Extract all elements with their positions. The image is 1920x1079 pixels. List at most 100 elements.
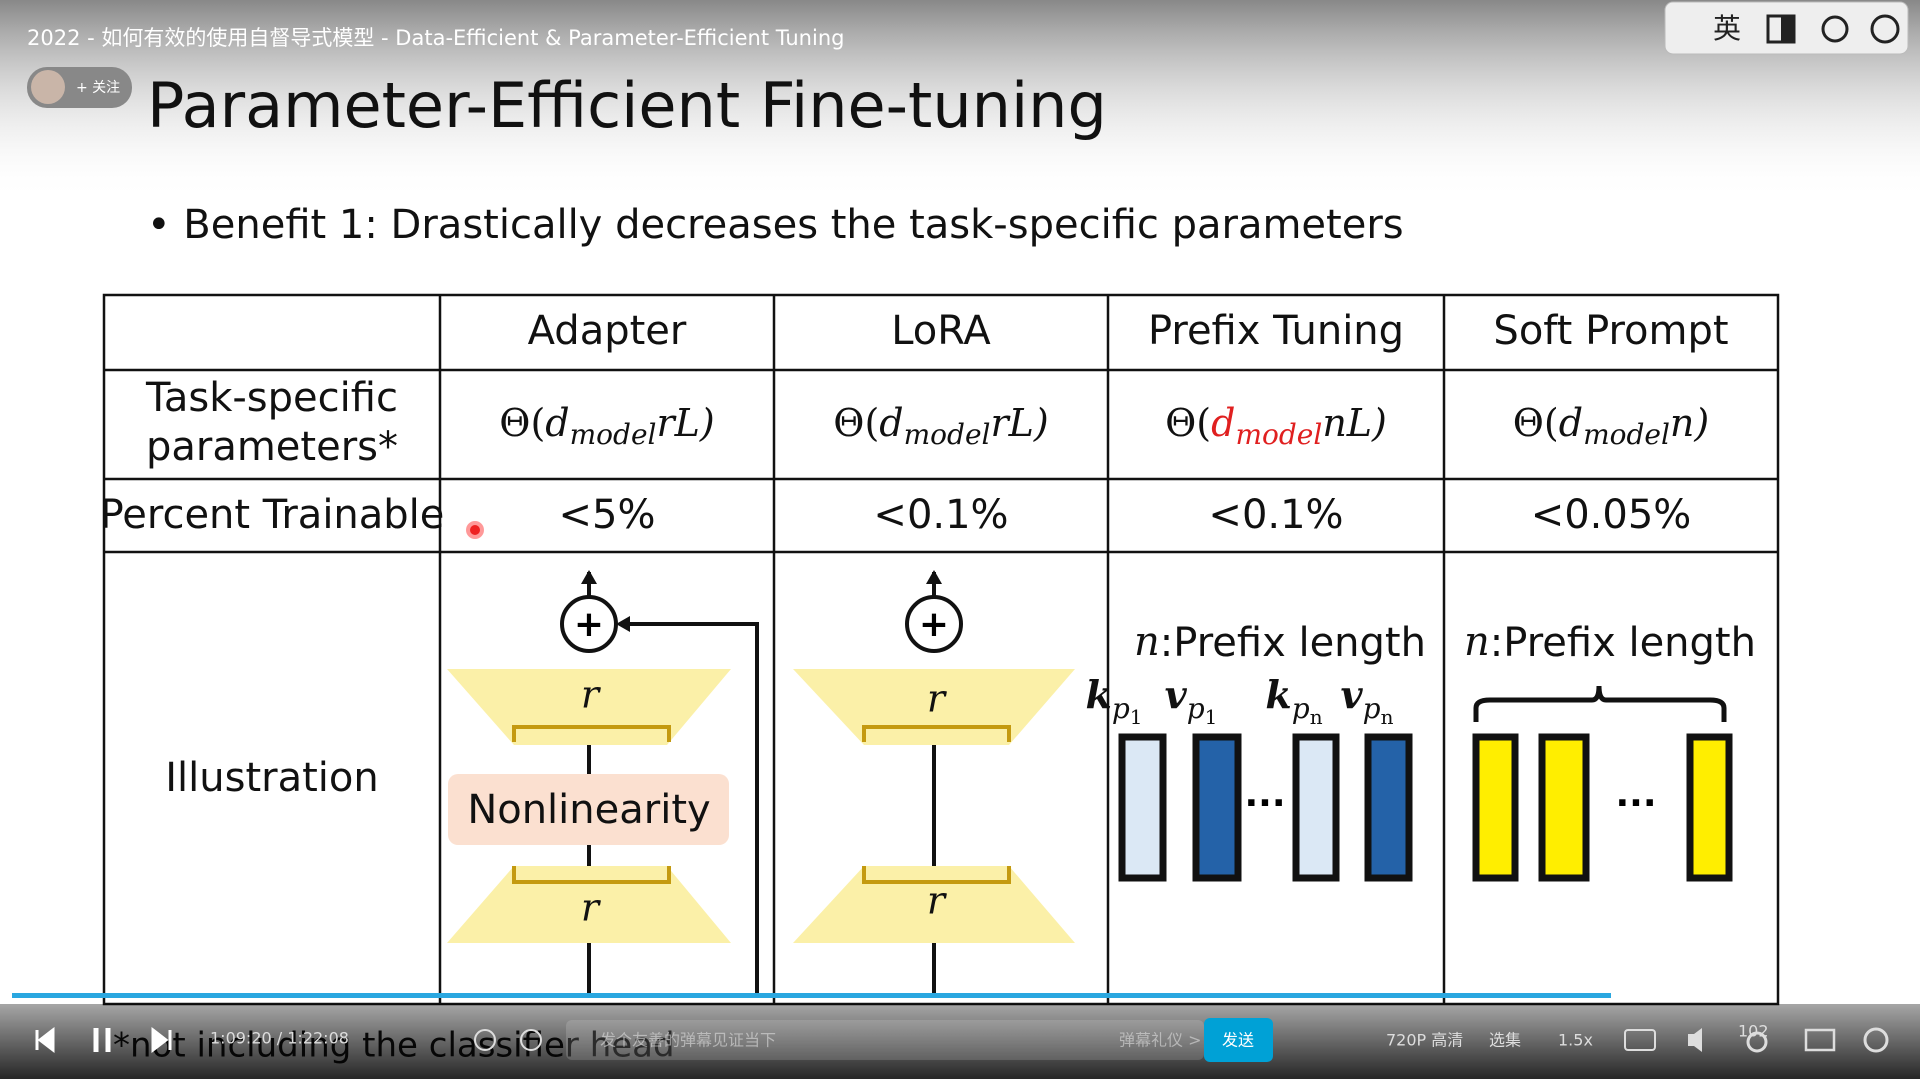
- slide-title: Parameter-Efficient Fine-tuning: [147, 69, 1107, 142]
- percent-trainable: <0.1%: [1208, 492, 1343, 538]
- danmaku-settings[interactable]: [520, 1029, 542, 1051]
- ellipsis: ...: [1615, 774, 1656, 815]
- param-formula: Θ(dmodelrL): [833, 401, 1048, 451]
- kv-idx: 1: [1130, 705, 1143, 729]
- danmaku-toggle[interactable]: [474, 1029, 496, 1051]
- kv-sym: v: [1341, 672, 1364, 717]
- danmaku-input[interactable]: [566, 1020, 1204, 1060]
- prefix-length: n:Prefix length: [1464, 619, 1756, 666]
- formula-part: nL): [1322, 401, 1387, 445]
- kv-label: kpn: [1265, 672, 1322, 729]
- episodes[interactable]: 选集: [1489, 1031, 1521, 1050]
- bullet: • Benefit 1: Drastically decreases the t…: [147, 202, 1404, 248]
- toolbar-icon[interactable]: [1821, 15, 1849, 43]
- formula-part: Θ(: [499, 401, 545, 445]
- prefix-length: n:Prefix length: [1134, 619, 1426, 666]
- column-header: Prefix Tuning: [1148, 308, 1404, 354]
- progress[interactable]: [12, 993, 1611, 998]
- kv-idx: n: [1310, 705, 1323, 729]
- rank-label: r: [581, 673, 602, 717]
- follow[interactable]: + 关注: [76, 80, 120, 96]
- kv-idx: 1: [1205, 705, 1218, 729]
- kv-label: vp1: [1165, 672, 1218, 729]
- send[interactable]: 发送: [1222, 1031, 1254, 1050]
- kv-label: vpn: [1341, 672, 1394, 729]
- row-label: Task-specific: [145, 375, 398, 421]
- video-title: 2022 - 如何有效的使用自督导式模型 - Data-Efficient & …: [27, 26, 844, 50]
- kv-sub: p: [1292, 692, 1310, 725]
- cursor: [466, 521, 484, 539]
- kv-sub: p: [1363, 692, 1381, 725]
- percent-trainable: <0.1%: [873, 492, 1008, 538]
- ime[interactable]: 英: [1713, 12, 1741, 45]
- avatar[interactable]: [31, 70, 65, 104]
- row-label: parameters*: [146, 424, 398, 470]
- kv-sym: v: [1165, 672, 1188, 717]
- prev-button[interactable]: [35, 1026, 55, 1054]
- send-button[interactable]: [1204, 1018, 1273, 1062]
- rank-label: r: [581, 886, 602, 930]
- toolbar-icon[interactable]: [1870, 14, 1900, 44]
- quality[interactable]: 720P 高清: [1386, 1031, 1463, 1050]
- formula-part: model: [1583, 418, 1670, 451]
- kv-label: kp1: [1085, 672, 1142, 729]
- speed[interactable]: 1.5x: [1558, 1031, 1593, 1050]
- formula-part: rL): [990, 401, 1048, 445]
- volume-button[interactable]: [1688, 1028, 1702, 1052]
- plus-sign: +: [919, 604, 949, 645]
- rank-label: r: [927, 677, 948, 721]
- kv-sym: k: [1085, 672, 1111, 717]
- nonlinearity: Nonlinearity: [467, 787, 710, 833]
- formula-part: Θ(: [833, 401, 879, 445]
- formula-part: n): [1670, 401, 1709, 445]
- column-header: LoRA: [891, 308, 991, 354]
- param-formula: Θ(dmodelrL): [499, 401, 714, 451]
- percent-trainable: <5%: [559, 492, 656, 538]
- next-button[interactable]: [151, 1026, 172, 1054]
- formula-part: rL): [656, 401, 714, 445]
- param-formula: Θ(dmodeln): [1513, 401, 1709, 451]
- subtitle-button[interactable]: [1624, 1029, 1656, 1051]
- formula-part: model: [904, 418, 991, 451]
- prefix-text: :Prefix length: [1490, 620, 1756, 666]
- fullscreen-button[interactable]: [1863, 1027, 1889, 1053]
- formula-part: Θ(: [1513, 401, 1559, 445]
- top-shade: [0, 0, 1920, 200]
- formula-part: n): [1670, 401, 1709, 445]
- pause-button[interactable]: [93, 1028, 111, 1052]
- formula-part: Θ(: [1165, 401, 1211, 445]
- row-label: Illustration: [165, 755, 378, 801]
- formula-part: rL): [656, 401, 714, 445]
- danmaku-placeholder: 发个友善的弹幕见证当下: [600, 1031, 776, 1050]
- count: 102: [1738, 1022, 1769, 1041]
- formula-part: model: [1235, 418, 1322, 451]
- formula-part: nL): [1322, 401, 1387, 445]
- formula-part: model: [570, 418, 657, 451]
- lora-illustration: [793, 570, 1075, 996]
- adapter-illustration: [447, 570, 759, 998]
- prefix-text: :Prefix length: [1160, 620, 1426, 666]
- kv-sym: k: [1265, 672, 1291, 717]
- prefix-n: n: [1134, 619, 1160, 665]
- column-header: Adapter: [528, 308, 687, 354]
- formula-part: d: [1211, 401, 1235, 445]
- kv-sub: p: [1112, 692, 1130, 725]
- formula-part: d: [1559, 401, 1583, 445]
- toolbar-icon: [1781, 16, 1794, 42]
- param-formula: Θ(dmodelnL): [1165, 401, 1387, 451]
- etiquette[interactable]: 弹幕礼仪 >: [1119, 1031, 1202, 1050]
- plus-sign: +: [574, 604, 604, 645]
- pip-button[interactable]: [1804, 1028, 1836, 1052]
- rank-label: r: [927, 879, 948, 923]
- formula-part: rL): [990, 401, 1048, 445]
- kv-sub: p: [1187, 692, 1205, 725]
- column-header: Soft Prompt: [1493, 308, 1728, 354]
- kv-idx: n: [1381, 705, 1394, 729]
- time: 1:09:20 / 1:22:08: [210, 1029, 349, 1048]
- row-label: Percent Trainable: [100, 492, 445, 538]
- player-bar: [0, 1004, 1920, 1079]
- soft-prompt-vectors: [1472, 685, 1733, 882]
- settings-button[interactable]: [1746, 1031, 1768, 1053]
